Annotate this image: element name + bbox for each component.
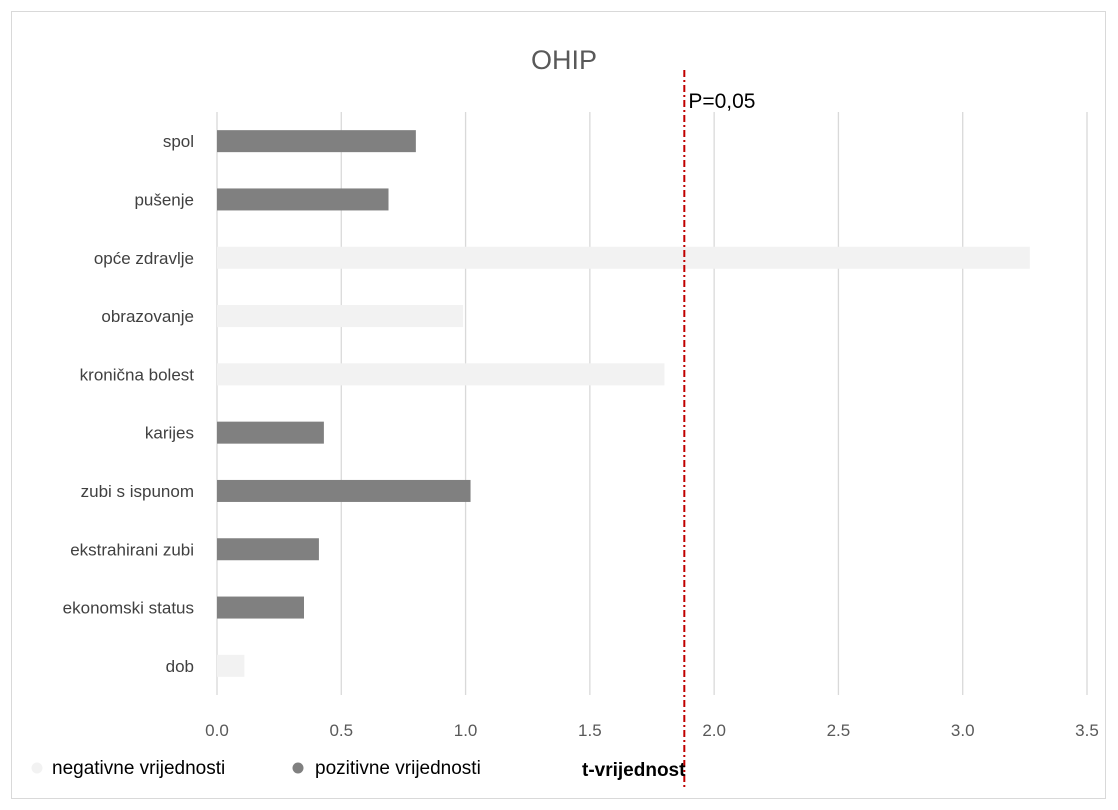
category-label: dob — [166, 657, 194, 676]
category-labels: spol pušenje opće zdravlje obrazovanje kroni… — [63, 132, 195, 676]
category-label: zubi s ispunom — [81, 482, 194, 501]
legend: negativne vrijednosti pozitivne vrijednos… — [31, 758, 481, 779]
reference-line: P=0,05 — [683, 70, 755, 787]
x-tick-label: 1.5 — [578, 721, 602, 740]
x-tick-label: 1.0 — [454, 721, 478, 740]
chart-frame — [11, 11, 1106, 799]
bar — [217, 305, 464, 328]
category-label: spol — [163, 132, 194, 151]
x-tick-labels: 0.0 0.5 1.0 1.5 2.0 2.5 3.0 3.5 — [205, 721, 1099, 740]
category-label: ekonomski status — [63, 599, 194, 618]
bar — [217, 130, 416, 153]
legend-label: negativne vrijednosti — [52, 758, 225, 779]
legend-marker — [292, 762, 304, 774]
x-tick-label: 0.5 — [329, 721, 353, 740]
bar — [217, 596, 304, 619]
x-tick-label: 0.0 — [205, 721, 229, 740]
bar — [217, 654, 245, 677]
category-label: karijes — [145, 424, 194, 443]
category-label: ekstrahirani zubi — [70, 540, 194, 559]
x-axis-label: t-vrijednost — [582, 760, 686, 781]
bar — [217, 479, 471, 502]
legend-marker — [31, 762, 43, 774]
category-label: obrazovanje — [101, 307, 194, 326]
bar — [217, 421, 324, 444]
bars — [217, 130, 1030, 677]
legend-label: pozitivne vrijednosti — [315, 758, 481, 779]
x-tick-label: 3.5 — [1075, 721, 1099, 740]
bar — [217, 363, 665, 386]
category-label: opće zdravlje — [94, 249, 194, 268]
category-label: kronična bolest — [80, 365, 195, 384]
bar — [217, 188, 389, 211]
x-tick-label: 3.0 — [951, 721, 975, 740]
bar — [217, 538, 319, 561]
reference-line-label: P=0,05 — [688, 90, 755, 113]
x-tick-label: 2.0 — [702, 721, 726, 740]
chart-title: OHIP — [531, 45, 597, 75]
category-label: pušenje — [134, 190, 194, 209]
bar — [217, 246, 1030, 269]
x-tick-label: 2.5 — [827, 721, 851, 740]
